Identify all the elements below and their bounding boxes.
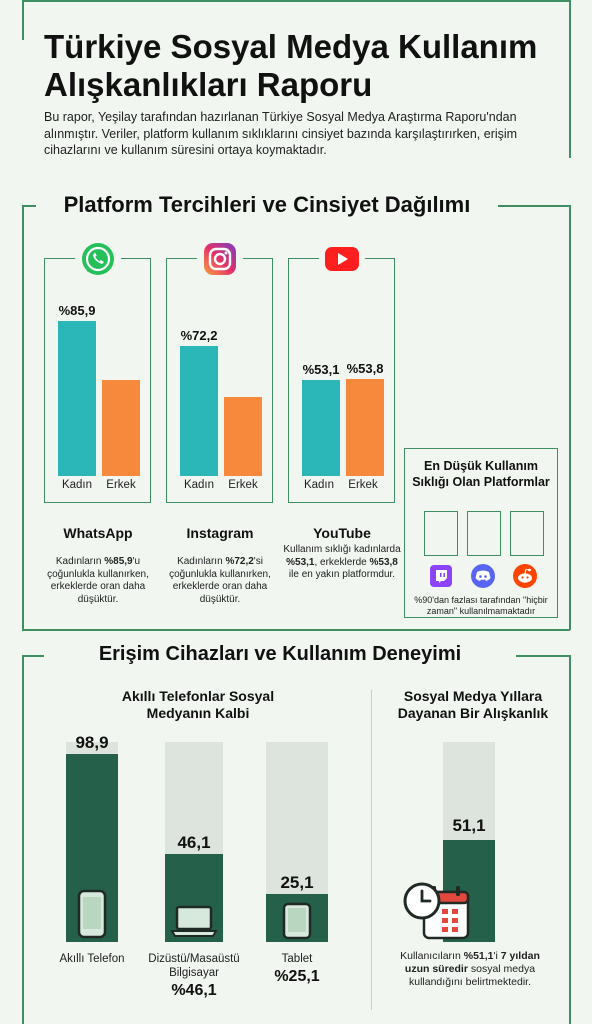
whatsapp-icon [75,236,121,282]
bar-female-whatsapp [58,321,96,476]
frame-line [498,205,570,207]
platform-name-youtube: YouTube [313,525,371,541]
years-value-label: 51,1 [452,815,486,835]
bar-male-youtube [346,378,384,476]
lowest-usage-title: En Düşük Kullanım Sıklığı Olan Platforml… [412,459,550,489]
instagram-icon [197,236,243,282]
frame-line [569,655,571,1024]
value-label: %53,1 [302,362,340,378]
frame-line [22,655,24,1024]
bar-female-youtube [302,380,340,476]
frame-line [22,0,24,40]
bar-male-instagram [224,396,262,476]
platform-section-title: Platform Tercihleri ve Cinsiyet Dağılımı [63,192,471,217]
value-label: %72,2 [180,327,218,343]
device-big-computer: %46,1 [171,982,217,999]
frame-line [22,655,44,657]
frame-line [569,0,571,158]
platform-desc-whatsapp: Kadınların %85,9'u çoğunlukla kullanırke… [47,556,149,605]
device-value-label: 98,9 [75,733,109,753]
years-subtitle: Sosyal Medya Yıllara Dayanan Bir Alışkan… [397,688,549,721]
x-label-kadin: Kadın [183,479,215,491]
youtube-icon [319,236,365,282]
device-label-computer: Dizüstü/Masaüstü Bilgisayar [148,953,240,979]
bar-female-instagram [180,345,218,476]
twitch-icon [428,563,454,589]
frame-line [569,205,571,630]
empty-bar-slot [510,511,544,556]
value-label: %53,8 [346,360,384,376]
frame-line [22,205,36,207]
calendar-clock-icon [402,880,472,947]
device-label-tablet: Tablet [281,953,313,965]
device-section-title: Erişim Cihazları ve Kullanım Deneyimi [98,643,462,665]
section-divider [371,690,372,1010]
value-label: %85,9 [58,303,96,318]
x-label-erkek: Erkek [106,479,136,491]
device-value-label: 46,1 [177,833,211,853]
platform-desc-instagram: Kadınların %72,2'si çoğunlukla kullanırk… [169,556,271,605]
devices-subtitle: Akıllı Telefonlar Sosyal Medyanın Kalbi [121,688,275,721]
laptop-icon [170,904,218,943]
years-note: Kullanıcıların %51,1'i 7 yıldan uzun sür… [400,950,540,988]
reddit-icon [512,563,538,589]
x-label-kadin: Kadın [303,479,335,491]
lowest-usage-note: %90'dan fazlası tarafından "hiçbir zaman… [414,595,548,616]
device-big-tablet: %25,1 [274,968,320,985]
empty-bar-slot [424,511,458,556]
page-title: Türkiye Sosyal Medya Kullanım Alışkanlık… [44,28,538,103]
platform-desc-youtube: Kullanım sıklığı kadınlarda %53,1, erkek… [283,544,401,580]
intro-text: Bu rapor, Yeşilay tarafından hazırlanan … [44,110,518,157]
smartphone-icon [77,889,107,944]
device-label-phone: Akıllı Telefon [59,953,125,965]
bar-male-whatsapp [102,380,140,476]
x-label-erkek: Erkek [228,479,258,491]
frame-line [516,655,570,657]
frame-line [22,205,24,630]
empty-bar-slot [467,511,501,556]
x-label-kadin: Kadın [61,479,93,491]
discord-icon [470,563,496,589]
tablet-icon [282,902,312,945]
frame-line [22,0,570,2]
platform-name-whatsapp: WhatsApp [63,525,133,541]
lowest-usage-card [404,448,558,618]
device-value-label: 25,1 [280,873,314,893]
frame-line [22,629,570,631]
x-label-erkek: Erkek [348,479,378,491]
platform-name-instagram: Instagram [186,525,254,541]
